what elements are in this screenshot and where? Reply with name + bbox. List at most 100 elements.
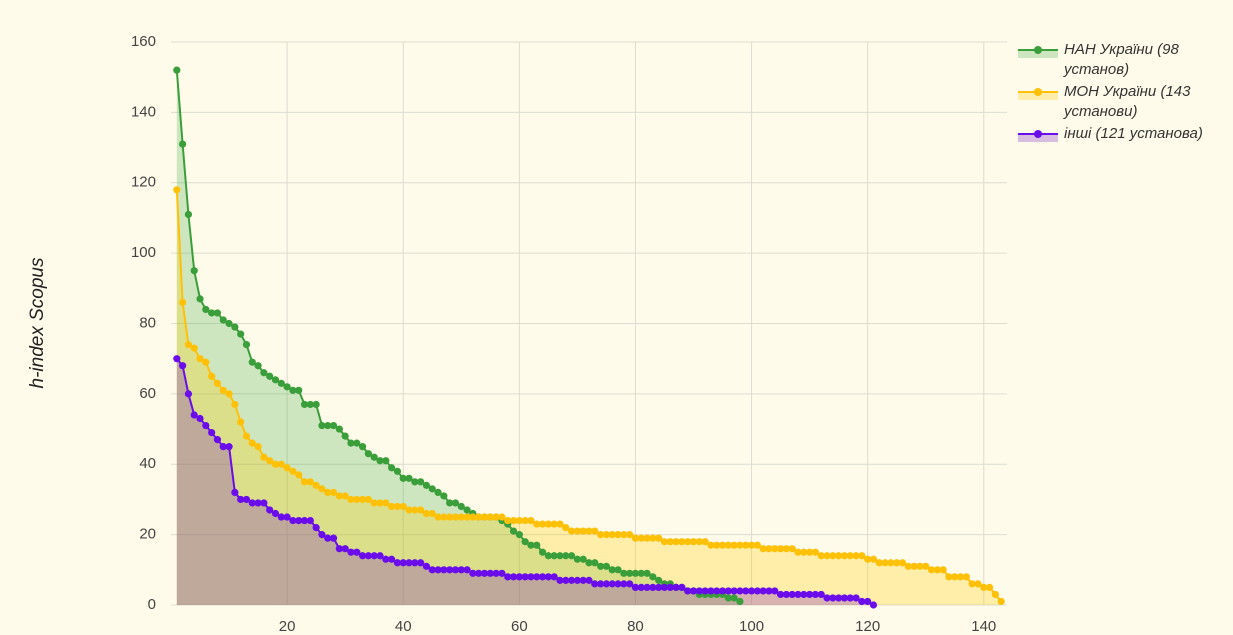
point — [399, 502, 407, 511]
point — [585, 576, 593, 584]
point — [788, 545, 796, 553]
point — [498, 569, 506, 577]
point — [509, 573, 518, 581]
point — [440, 513, 448, 521]
area — [176, 358, 874, 605]
legend-item[interactable]: інші (121 установа) — [1018, 124, 1233, 144]
point — [184, 341, 193, 349]
point — [597, 580, 605, 588]
legend-item[interactable]: НАН України (98 установ) — [1018, 40, 1233, 80]
point — [440, 492, 448, 500]
point — [567, 527, 576, 535]
point — [562, 576, 570, 584]
point — [666, 538, 674, 546]
point — [730, 541, 738, 549]
point — [823, 594, 831, 602]
point — [225, 443, 233, 451]
point — [260, 453, 268, 461]
point — [173, 186, 181, 194]
point — [388, 502, 396, 511]
point — [811, 548, 820, 556]
point — [602, 562, 611, 570]
point — [701, 587, 709, 595]
legend-symbol — [1034, 46, 1042, 54]
y-tick-label: 0 — [148, 596, 156, 613]
point — [393, 559, 402, 567]
point — [527, 541, 535, 549]
point — [515, 516, 523, 525]
point — [405, 506, 413, 514]
point — [341, 492, 349, 500]
point — [655, 576, 663, 584]
point — [179, 140, 187, 148]
point — [283, 464, 291, 472]
point — [776, 545, 785, 553]
x-tick-label: 100 — [739, 618, 764, 635]
point — [771, 545, 779, 553]
point — [213, 379, 222, 387]
point — [428, 509, 436, 518]
point — [730, 587, 738, 595]
point — [974, 580, 982, 588]
point — [254, 499, 262, 507]
point — [747, 587, 756, 595]
point — [231, 323, 239, 331]
point — [353, 495, 361, 504]
point — [492, 513, 500, 521]
point — [498, 513, 506, 521]
point — [237, 495, 245, 504]
point — [405, 474, 413, 482]
x-tick-label: 20 — [279, 618, 296, 635]
point — [254, 443, 262, 451]
point — [358, 443, 367, 451]
point — [179, 298, 187, 306]
point — [544, 552, 552, 560]
point — [515, 573, 523, 581]
point — [835, 552, 843, 560]
point — [225, 390, 233, 398]
point — [562, 523, 570, 532]
point — [306, 400, 314, 409]
point — [306, 516, 314, 525]
point — [713, 541, 721, 549]
point — [446, 513, 454, 521]
legend-item[interactable]: МОН України (143 установи) — [1018, 82, 1233, 122]
point — [451, 499, 460, 507]
point — [904, 562, 912, 570]
point — [608, 580, 616, 588]
point — [736, 597, 744, 606]
legend-swatch — [1018, 46, 1058, 58]
point — [620, 531, 628, 539]
point — [840, 594, 849, 602]
point — [533, 573, 541, 581]
point — [463, 566, 471, 574]
point — [457, 502, 465, 511]
y-tick-label: 80 — [139, 314, 156, 331]
point — [823, 552, 831, 560]
point — [573, 555, 581, 563]
point — [533, 541, 541, 549]
point — [579, 527, 587, 535]
point — [724, 587, 732, 595]
point — [295, 516, 303, 525]
point — [312, 481, 320, 489]
point — [434, 513, 442, 521]
point — [776, 590, 785, 599]
y-tick-label: 20 — [139, 526, 156, 543]
point — [173, 66, 181, 74]
point — [846, 552, 854, 560]
point — [411, 478, 419, 486]
point — [556, 552, 564, 560]
point — [504, 516, 512, 525]
point — [358, 552, 367, 560]
point — [811, 590, 820, 599]
point — [585, 527, 593, 535]
point — [341, 432, 349, 440]
point — [556, 520, 564, 528]
point — [463, 513, 471, 521]
point — [254, 362, 262, 370]
legend-swatch — [1018, 130, 1058, 142]
point — [399, 559, 407, 567]
point — [985, 583, 994, 592]
point — [405, 559, 413, 567]
